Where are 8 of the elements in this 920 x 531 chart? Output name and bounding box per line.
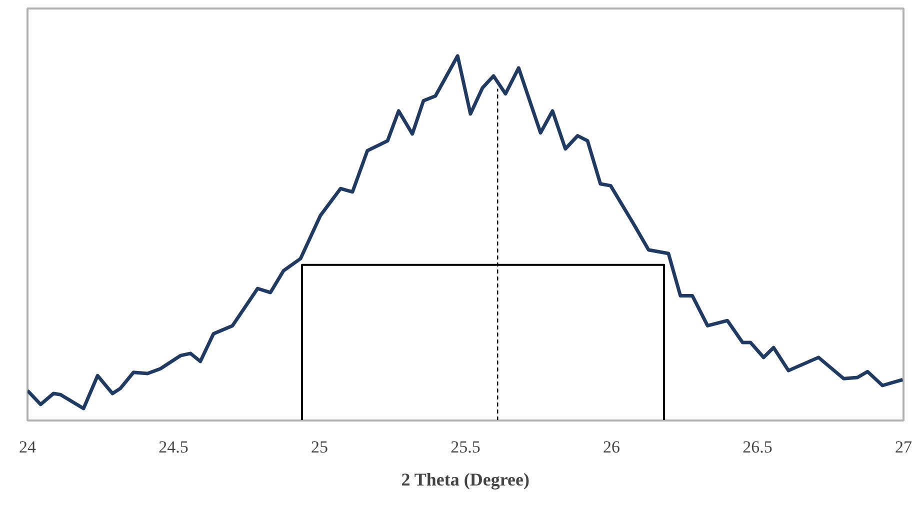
x-tick-label: 24.5 (158, 438, 188, 456)
x-tick-label: 24 (19, 438, 36, 456)
x-tick-label: 26.5 (742, 438, 772, 456)
x-tick-label: 26 (603, 438, 620, 456)
x-tick-label: 27 (895, 438, 912, 456)
x-tick-label: 25.5 (450, 438, 480, 456)
x-axis-title: 2 Theta (Degree) (401, 470, 530, 490)
x-tick-label: 25 (311, 438, 328, 456)
